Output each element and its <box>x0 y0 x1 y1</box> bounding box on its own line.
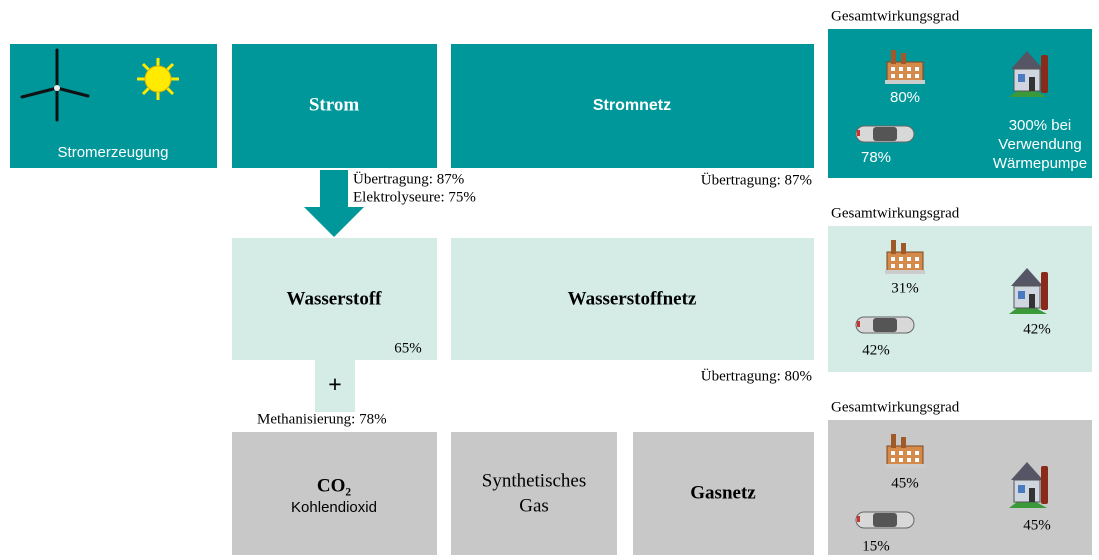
car-efficiency: 15% <box>862 538 890 554</box>
factory-efficiency: 31% <box>891 280 919 296</box>
synth-gas-box <box>451 432 617 555</box>
house-efficiency: 45% <box>1023 517 1051 533</box>
house-efficiency: 300% bei <box>1009 117 1072 134</box>
diagram: Stromerzeugung Strom Stromnetz Übertragu… <box>0 0 1099 560</box>
house-efficiency: Verwendung <box>998 136 1081 153</box>
house-efficiency: 42% <box>1023 321 1051 337</box>
car-icon <box>856 126 914 142</box>
car-efficiency: 78% <box>861 149 891 166</box>
panel-title: Gesamtwirkungsgrad <box>831 205 960 221</box>
wasserstoffnetz-label: Wasserstoffnetz <box>568 288 697 309</box>
panel-box <box>828 420 1092 555</box>
panel-title: Gesamtwirkungsgrad <box>831 399 960 415</box>
co2-label: CO₂ <box>317 475 352 496</box>
car-efficiency: 42% <box>862 342 890 358</box>
source-label: Stromerzeugung <box>58 144 169 161</box>
transfer-label: Übertragung: 80% <box>701 367 812 384</box>
synth-gas-label: Synthetisches <box>482 470 587 491</box>
factory-efficiency: 80% <box>890 89 920 106</box>
plus-sign: + <box>328 373 342 399</box>
co2-sublabel: Kohlendioxid <box>291 499 377 516</box>
transfer-label: Übertragung: 87% <box>701 171 812 188</box>
sun-icon <box>137 58 179 100</box>
strom-label: Strom <box>309 94 359 115</box>
transfer-label: Übertragung: 87% <box>353 170 464 187</box>
electrolysis-label: Elektrolyseure: 75% <box>353 189 476 205</box>
car-icon <box>856 512 914 528</box>
stromnetz-label: Stromnetz <box>593 97 671 114</box>
gasnetz-label: Gasnetz <box>690 482 756 503</box>
house-efficiency: Wärmepumpe <box>993 155 1087 172</box>
factory-efficiency: 45% <box>891 475 919 491</box>
efficiency-label: 65% <box>394 340 422 356</box>
synth-gas-label: Gas <box>519 495 549 516</box>
panel-title: Gesamtwirkungsgrad <box>831 8 960 24</box>
wasserstoff-label: Wasserstoff <box>287 288 383 309</box>
car-icon <box>856 317 914 333</box>
methanation-label: Methanisierung: 78% <box>257 411 387 427</box>
